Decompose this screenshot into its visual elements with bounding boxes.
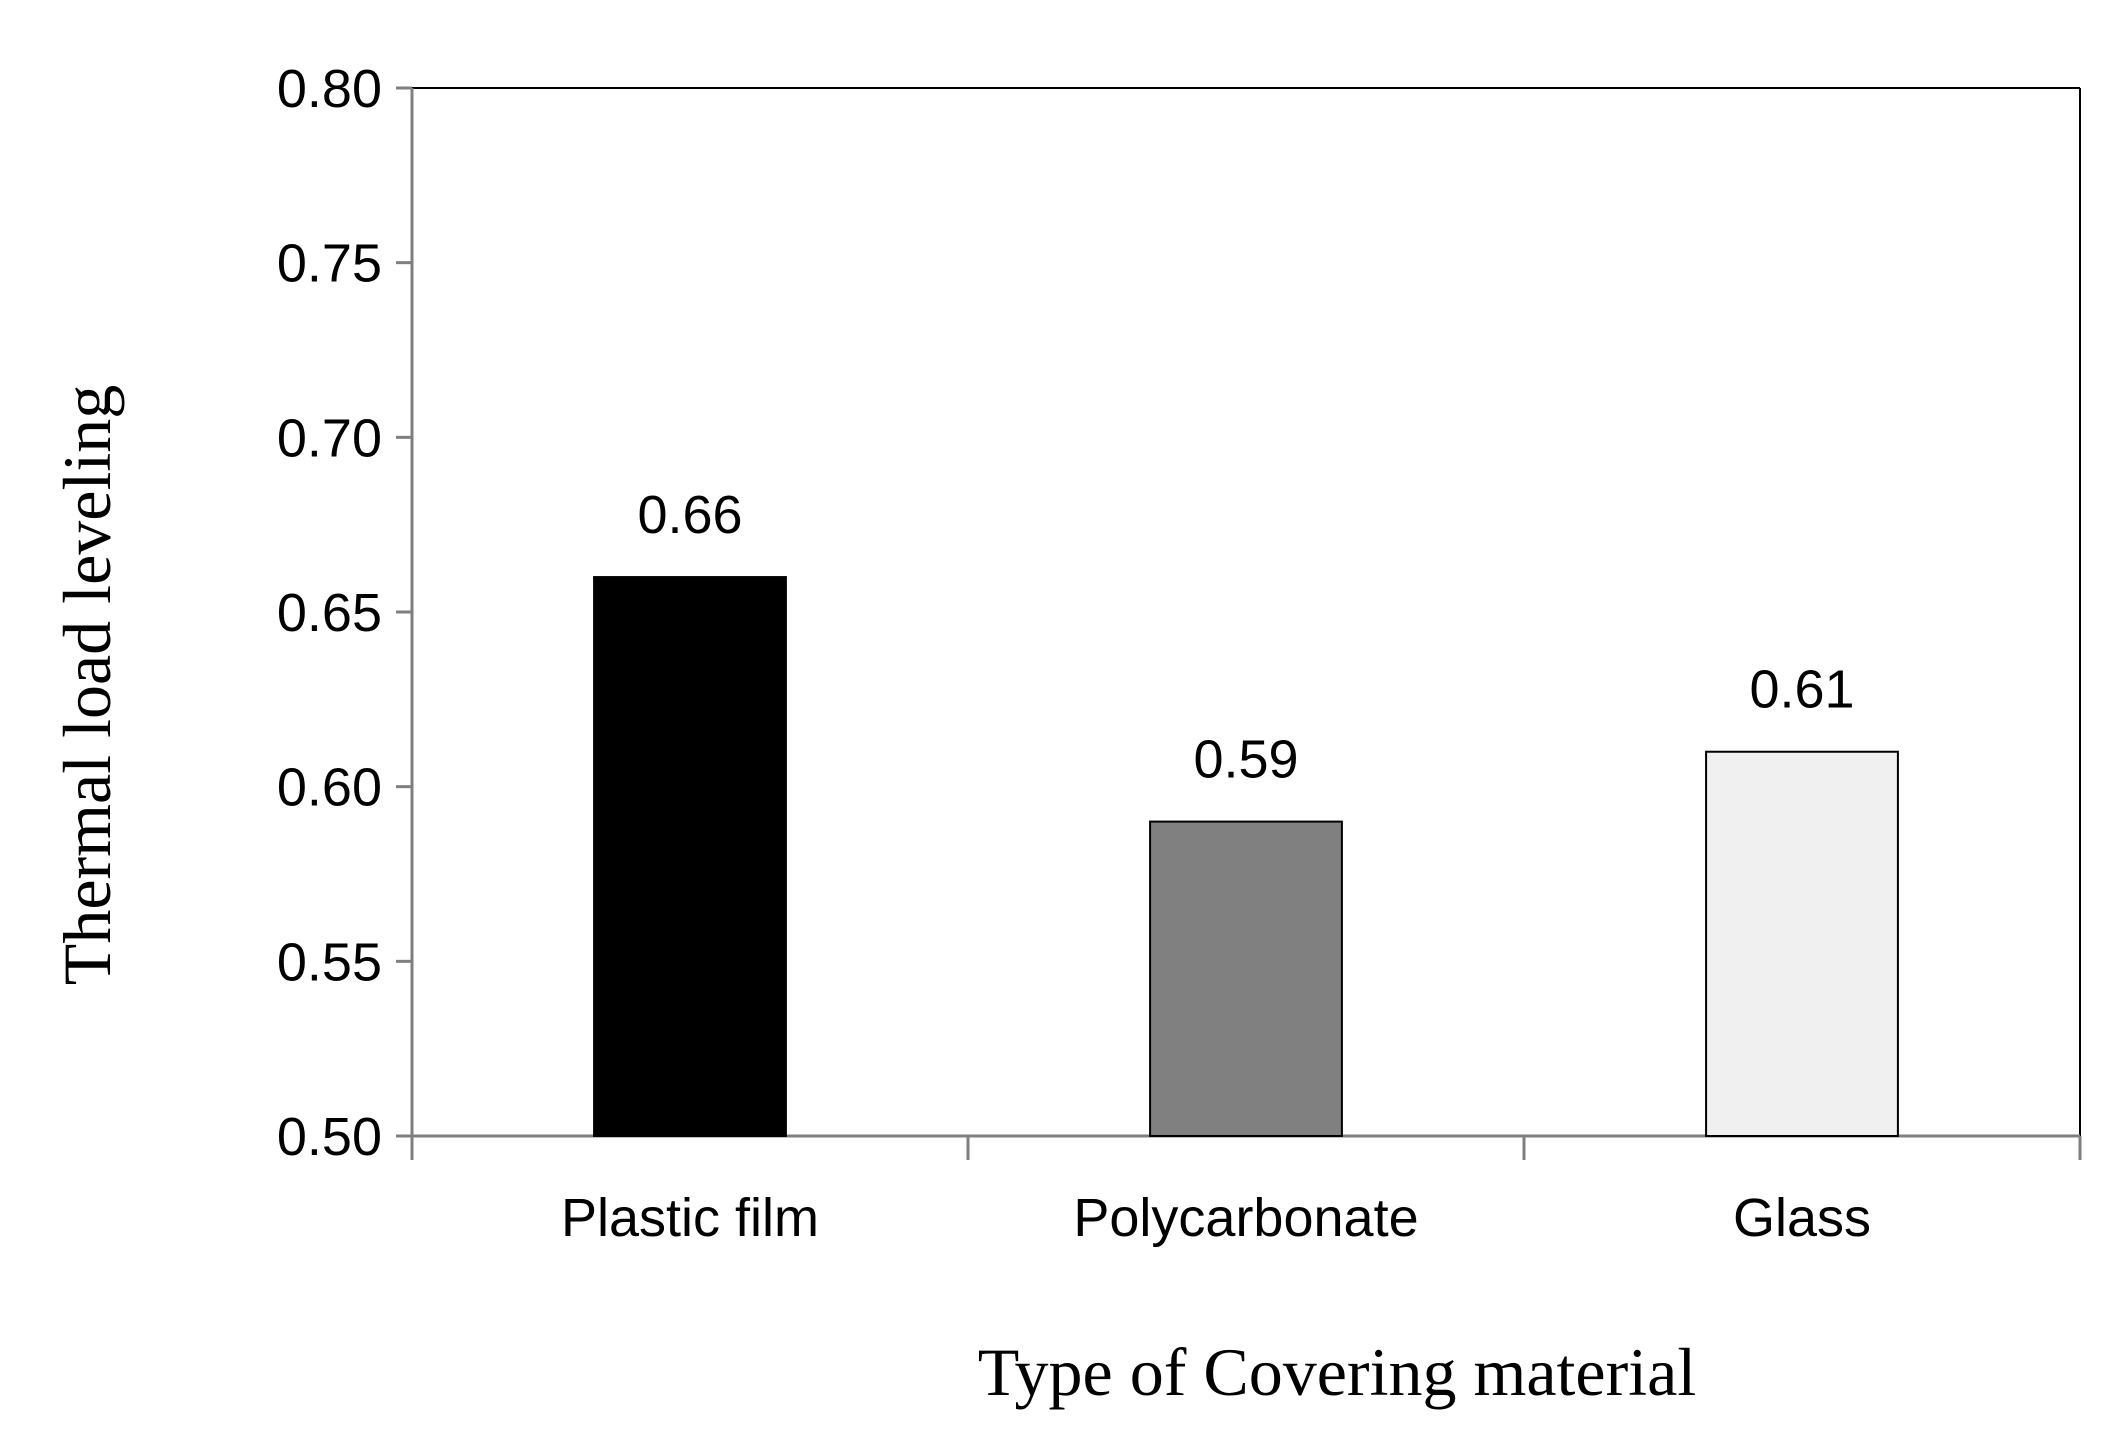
data-labels: 0.66 0.59 0.61 <box>637 485 1854 790</box>
y-tick-label: 0.55 <box>277 932 382 992</box>
x-category-label: Polycarbonate <box>1073 1188 1418 1248</box>
y-tick-label: 0.50 <box>277 1107 382 1167</box>
bar-polycarbonate <box>1149 820 1343 1137</box>
category-labels: Plastic film Polycarbonate Glass <box>561 1188 1871 1248</box>
bar-glass <box>1705 750 1899 1137</box>
data-label: 0.61 <box>1749 660 1854 720</box>
y-tick-label: 0.75 <box>277 234 382 294</box>
y-axis-ticks: 0.50 0.55 0.60 0.65 0.70 0.75 0.80 <box>277 59 412 1167</box>
y-tick-label: 0.60 <box>277 758 382 818</box>
x-axis-ticks <box>410 1136 2082 1160</box>
bars <box>593 576 1899 1137</box>
y-tick-label: 0.80 <box>277 59 382 119</box>
x-axis-title: Type of Covering material <box>978 1334 1696 1410</box>
data-label: 0.66 <box>637 485 742 545</box>
data-label: 0.59 <box>1193 730 1298 790</box>
x-category-label: Plastic film <box>561 1188 819 1248</box>
y-axis-title: Thermal load leveling <box>49 385 125 985</box>
y-tick-label: 0.70 <box>277 408 382 468</box>
bar-plastic-film <box>593 576 787 1137</box>
x-category-label: Glass <box>1733 1188 1871 1248</box>
y-tick-label: 0.65 <box>277 583 382 643</box>
